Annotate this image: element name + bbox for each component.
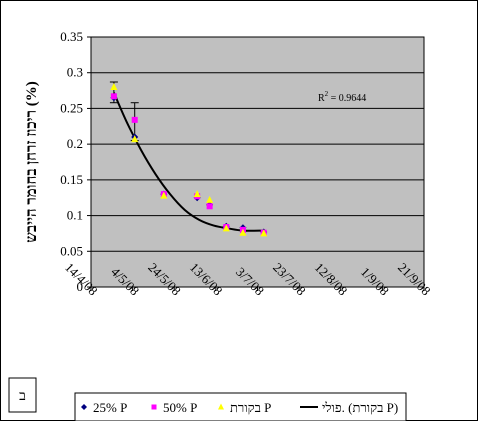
legend-label: 25% P [93,400,127,415]
y-axis-label: ריכוז זרחן בחומר הייבש (%) [24,81,40,242]
points-layer [110,83,268,237]
legend: 25% P 50% P בקורת P פולי. (בקורת P) [81,400,398,415]
data-point-triangle [131,135,139,143]
data-point-triangle [206,195,214,203]
legend-marker-square [151,404,157,410]
r2-annotation: R2 = 0.9644 [318,90,366,104]
data-point-square [131,116,138,123]
data-point-triangle [222,224,230,232]
legend-label: פולי. (בקורת P) [322,400,398,415]
legend-label: 50% P [163,400,197,415]
legend-marker-diamond [81,404,87,410]
y-tick-label: 0.25 [60,100,83,115]
data-point-triangle [239,228,247,236]
data-point-triangle [193,190,201,198]
data-point-square [110,93,117,100]
y-tick-label: 0.05 [60,243,83,258]
y-tick-label: 0.35 [60,29,83,44]
data-point-triangle [160,191,168,199]
y-tick-label: 0 [77,279,84,294]
legend-label: בקורת P [230,400,271,415]
panel-label-box [8,377,37,413]
panel-label: ב [19,389,26,404]
y-tick-label: 0.15 [60,172,83,187]
y-tick-label: 0.1 [67,208,83,223]
y-axis-ticks: 0 0.05 0.1 0.15 0.2 0.25 0.3 0.35 [60,29,91,294]
grid-lines [91,72,424,252]
legend-marker-triangle [218,403,224,410]
y-tick-label: 0.2 [67,136,83,151]
y-tick-label: 0.3 [67,65,83,80]
data-point-triangle [260,229,268,237]
legend-box [74,392,407,421]
plot-area [90,36,425,288]
data-point-square [206,203,213,210]
data-point-triangle [110,83,118,90]
